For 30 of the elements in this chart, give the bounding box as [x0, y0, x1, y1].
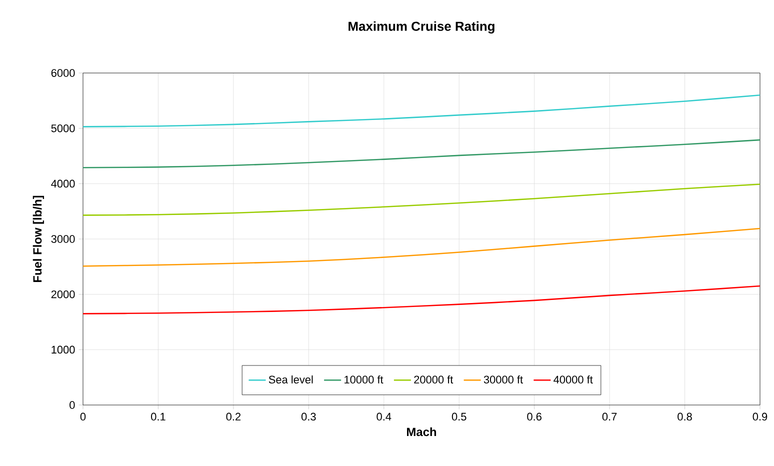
line-series [83, 184, 760, 216]
x-tick-label: 0.2 [226, 412, 241, 421]
legend-label: 30000 ft [484, 375, 523, 384]
y-axis-title: Fuel Flow [lb/h] [32, 196, 44, 282]
x-tick-label: 0.8 [678, 412, 692, 421]
y-tick-label: 6000 [51, 69, 75, 77]
x-tick-label: 0.9 [752, 412, 768, 421]
line-series [83, 228, 760, 267]
legend-label: 20000 ft [414, 375, 454, 384]
y-tick-label: 2000 [51, 290, 75, 298]
x-tick-label: 0 [80, 412, 86, 421]
y-tick-label: 1000 [52, 346, 75, 354]
chart-title: Maximum Cruise Rating [348, 21, 494, 34]
line-series [83, 285, 760, 314]
legend-label: 40000 ft [554, 375, 593, 384]
x-tick-label: 0.6 [527, 412, 542, 421]
line-series [83, 94, 760, 128]
x-tick-label: 0.4 [376, 412, 392, 421]
x-tick-label: 0.5 [452, 412, 466, 421]
x-tick-label: 0.1 [151, 412, 166, 421]
x-tick-label: 0.7 [602, 412, 617, 421]
y-tick-label: 0 [70, 401, 75, 409]
legend-label: Sea level [268, 375, 313, 384]
y-tick-label: 4000 [51, 180, 75, 188]
x-tick-label: 0.3 [301, 412, 316, 421]
x-axis-title: Mach [407, 427, 436, 436]
legend-label: 10000 ft [344, 375, 384, 384]
y-tick-label: 5000 [51, 124, 75, 132]
line-series [83, 139, 760, 168]
y-tick-label: 3000 [51, 235, 75, 243]
